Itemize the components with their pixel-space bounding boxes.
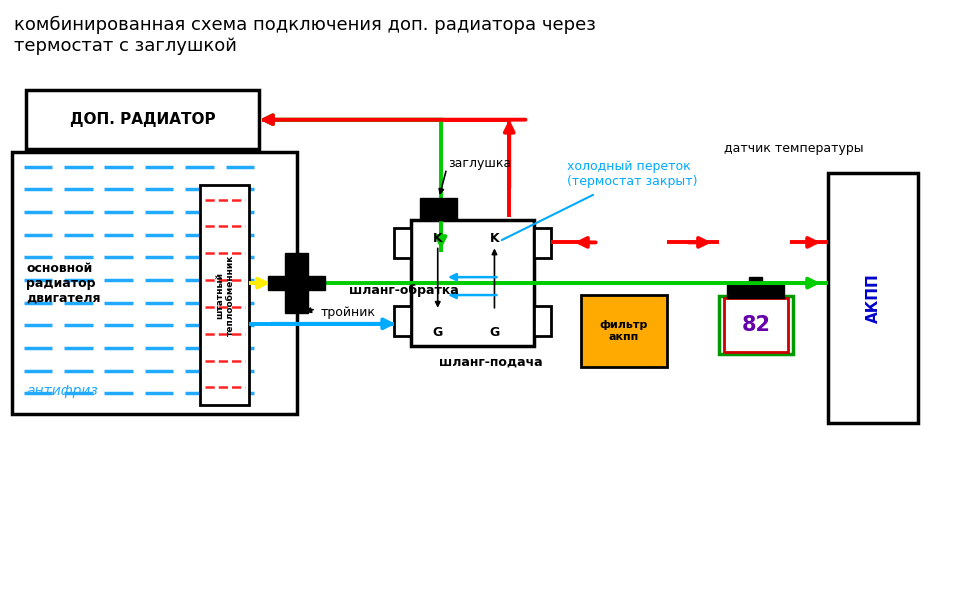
Text: G: G bbox=[432, 326, 442, 339]
Text: шланг-обратка: шланг-обратка bbox=[349, 284, 458, 297]
FancyBboxPatch shape bbox=[200, 185, 249, 405]
Text: датчик температуры: датчик температуры bbox=[722, 142, 862, 155]
Text: K: K bbox=[489, 232, 498, 245]
FancyBboxPatch shape bbox=[394, 228, 410, 258]
FancyBboxPatch shape bbox=[726, 285, 783, 298]
FancyBboxPatch shape bbox=[580, 295, 666, 367]
Text: 82: 82 bbox=[740, 315, 769, 335]
Text: фильтр
акпп: фильтр акпп bbox=[599, 320, 647, 341]
Text: основной
радиатор
двигателя: основной радиатор двигателя bbox=[27, 262, 101, 305]
Text: холодный переток
(термостат закрыт): холодный переток (термостат закрыт) bbox=[566, 160, 697, 188]
Text: АКПП: АКПП bbox=[864, 273, 880, 323]
Text: комбинированная схема подключения доп. радиатора через
термостат с заглушкой: комбинированная схема подключения доп. р… bbox=[14, 16, 596, 55]
FancyBboxPatch shape bbox=[534, 306, 551, 336]
FancyBboxPatch shape bbox=[827, 173, 917, 423]
Text: K: K bbox=[433, 232, 442, 245]
Text: шланг-подача: шланг-подача bbox=[438, 356, 542, 369]
Text: тройник: тройник bbox=[320, 306, 375, 319]
FancyBboxPatch shape bbox=[534, 228, 551, 258]
FancyBboxPatch shape bbox=[722, 298, 787, 352]
FancyBboxPatch shape bbox=[285, 253, 308, 313]
Text: штатный
теплообменник: штатный теплообменник bbox=[214, 255, 234, 336]
Text: заглушка: заглушка bbox=[448, 157, 511, 170]
FancyBboxPatch shape bbox=[748, 276, 761, 285]
FancyBboxPatch shape bbox=[719, 296, 792, 354]
FancyBboxPatch shape bbox=[420, 198, 457, 220]
FancyBboxPatch shape bbox=[410, 220, 534, 346]
FancyBboxPatch shape bbox=[27, 90, 258, 149]
FancyBboxPatch shape bbox=[394, 306, 410, 336]
Text: G: G bbox=[489, 326, 499, 339]
FancyBboxPatch shape bbox=[268, 276, 325, 290]
FancyBboxPatch shape bbox=[12, 152, 296, 414]
Text: ДОП. РАДИАТОР: ДОП. РАДИАТОР bbox=[70, 112, 215, 127]
Text: антифриз: антифриз bbox=[27, 383, 98, 398]
